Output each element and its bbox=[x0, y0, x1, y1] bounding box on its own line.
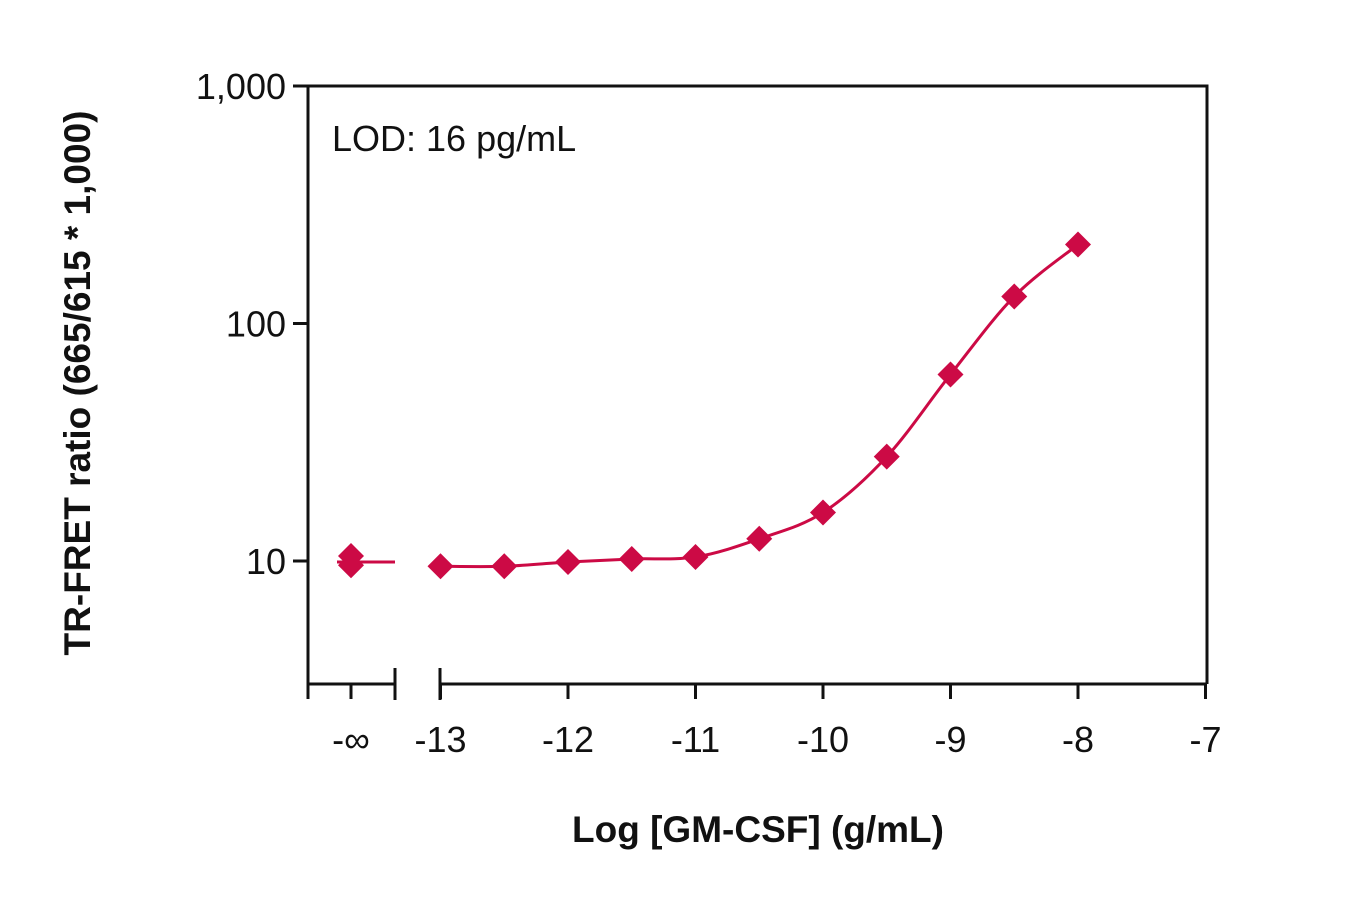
x-tick-label: -∞ bbox=[332, 719, 370, 760]
x-tick-label: -10 bbox=[797, 719, 849, 760]
data-point bbox=[427, 553, 454, 580]
x-axis-title: Log [GM-CSF] (g/mL) bbox=[572, 809, 944, 850]
data-point bbox=[873, 443, 900, 470]
data-point bbox=[1001, 283, 1028, 310]
data-point bbox=[682, 543, 709, 570]
y-tick-label: 1,000 bbox=[196, 66, 286, 107]
data-point bbox=[810, 499, 836, 526]
data-point bbox=[746, 525, 773, 552]
x-tick-label: -11 bbox=[671, 719, 720, 760]
fit-curve bbox=[440, 243, 1079, 569]
lod-annotation: LOD: 16 pg/mL bbox=[332, 118, 576, 159]
x-tick-label: -13 bbox=[414, 719, 466, 760]
data-point bbox=[491, 553, 518, 580]
plot-frame-layer bbox=[306, 84, 1209, 700]
plot-frame bbox=[306, 84, 1209, 684]
data-points-layer bbox=[338, 231, 1091, 580]
y-tick-label: 10 bbox=[246, 541, 286, 582]
y-tick-label: 100 bbox=[226, 304, 286, 345]
x-tick-label: -12 bbox=[542, 719, 594, 760]
x-tick-label: -9 bbox=[934, 719, 966, 760]
data-point bbox=[1065, 231, 1091, 258]
data-point bbox=[618, 545, 645, 572]
x-tick-label: -8 bbox=[1062, 719, 1094, 760]
data-point bbox=[937, 361, 964, 388]
fit-curve-layer bbox=[337, 243, 1079, 569]
blank-data-point bbox=[338, 552, 364, 579]
data-point bbox=[555, 549, 581, 576]
y-axis-title: TR-FRET ratio (665/615 * 1,000) bbox=[57, 111, 98, 656]
x-tick-label: -7 bbox=[1189, 719, 1221, 760]
ticks-layer: -∞ -13 -12 -11 -10 -9 -8 -7 10 100 1,000 bbox=[196, 66, 1222, 760]
